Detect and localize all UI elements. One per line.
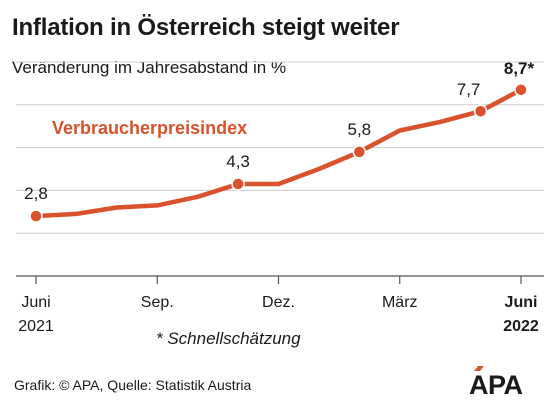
data-point-marker [473,104,488,118]
x-tick-label: Dez. [262,294,295,311]
data-point-marker [514,83,528,97]
series-line [33,87,524,219]
data-label: 7,7 [457,80,481,99]
data-label: 4,3 [226,152,250,171]
chart-title: Inflation in Österreich steigt weiter [12,14,400,41]
x-tick-label: Juni [505,294,538,311]
data-label: 8,7* [504,59,535,78]
x-tick-label: Sep. [141,294,174,311]
data-label: 2,8 [24,184,48,203]
series-legend-label: Verbraucherpreisindex [52,118,247,138]
apa-logo: APA [468,366,548,402]
data-point-marker [29,209,43,223]
chart-subtitle: Veränderung im Jahresabstand in % [12,58,287,77]
data-point-marker [352,145,367,159]
data-label: 5,8 [348,120,372,139]
x-tick-label: Juni [21,294,50,311]
source-credit: Grafik: © APA, Quelle: Statistik Austria [14,377,252,393]
x-tick-label-year: 2022 [503,318,539,335]
x-tick-label-year: 2021 [18,318,54,335]
x-tick-label: März [382,294,418,311]
data-point-marker [231,177,245,191]
footnote: * Schnellschätzung [156,329,301,348]
apa-logo-text: APA [469,370,523,400]
